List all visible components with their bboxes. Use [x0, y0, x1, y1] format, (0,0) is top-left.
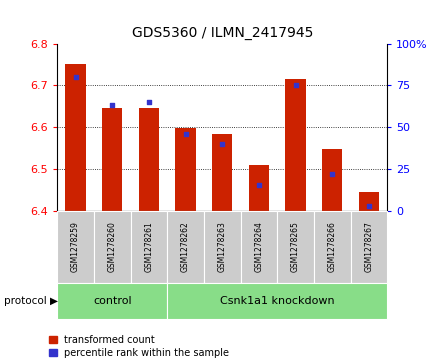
- Point: [182, 131, 189, 136]
- Point: [72, 74, 79, 80]
- Point: [292, 82, 299, 88]
- Bar: [66, 64, 86, 211]
- Text: GSM1278259: GSM1278259: [71, 221, 80, 272]
- Legend: transformed count, percentile rank within the sample: transformed count, percentile rank withi…: [49, 335, 229, 358]
- Bar: [176, 128, 196, 211]
- Bar: [322, 149, 342, 211]
- Text: GSM1278264: GSM1278264: [254, 221, 264, 272]
- Point: [145, 99, 152, 105]
- Point: [255, 183, 262, 188]
- Bar: [359, 192, 379, 211]
- Bar: [212, 134, 232, 211]
- Text: Csnk1a1 knockdown: Csnk1a1 knockdown: [220, 296, 334, 306]
- Bar: [102, 108, 122, 211]
- Point: [109, 102, 116, 108]
- Bar: [139, 108, 159, 211]
- Point: [219, 141, 226, 147]
- Text: GSM1278266: GSM1278266: [328, 221, 337, 272]
- Text: GSM1278261: GSM1278261: [144, 221, 154, 272]
- Text: GSM1278265: GSM1278265: [291, 221, 300, 272]
- Bar: [249, 166, 269, 211]
- Text: protocol ▶: protocol ▶: [4, 296, 59, 306]
- Text: GSM1278267: GSM1278267: [364, 221, 374, 272]
- Text: GSM1278262: GSM1278262: [181, 221, 190, 272]
- Text: GSM1278263: GSM1278263: [218, 221, 227, 272]
- Point: [329, 171, 336, 177]
- Text: GSM1278260: GSM1278260: [108, 221, 117, 272]
- Text: control: control: [93, 296, 132, 306]
- Bar: [286, 79, 306, 211]
- Point: [365, 203, 372, 208]
- Title: GDS5360 / ILMN_2417945: GDS5360 / ILMN_2417945: [132, 26, 313, 40]
